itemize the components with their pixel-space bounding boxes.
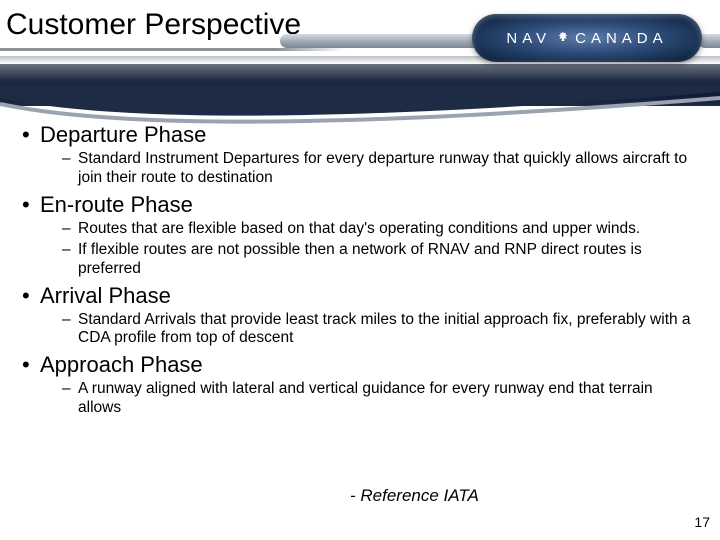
title-underline: [0, 48, 345, 51]
logo-text-left: NAV: [506, 30, 551, 47]
section-heading: En-route Phase: [22, 192, 702, 218]
section-heading: Arrival Phase: [22, 283, 702, 309]
logo-text-right: CANADA: [575, 30, 668, 47]
logo-bar-left: [280, 34, 480, 48]
logo-text: NAV CANADA: [506, 30, 667, 47]
section-item: Routes that are flexible based on that d…: [62, 220, 692, 239]
page-number: 17: [694, 514, 710, 530]
slide-content: Departure Phase Standard Instrument Depa…: [22, 118, 702, 420]
section-item: Standard Arrivals that provide least tra…: [62, 311, 692, 349]
section-heading: Departure Phase: [22, 122, 702, 148]
header-dark-band: [0, 64, 720, 106]
section-item: If flexible routes are not possible then…: [62, 241, 692, 279]
section-item: A runway aligned with lateral and vertic…: [62, 380, 692, 418]
nav-canada-logo: NAV CANADA: [472, 14, 702, 62]
reference-text: - Reference IATA: [350, 486, 479, 506]
slide: Customer Perspective NAV CANADA Departur…: [0, 0, 720, 540]
maple-leaf-icon: [555, 30, 571, 46]
slide-header: Customer Perspective NAV CANADA: [0, 0, 720, 110]
section-item: Standard Instrument Departures for every…: [62, 150, 692, 188]
section-heading: Approach Phase: [22, 352, 702, 378]
slide-title: Customer Perspective: [6, 8, 301, 42]
